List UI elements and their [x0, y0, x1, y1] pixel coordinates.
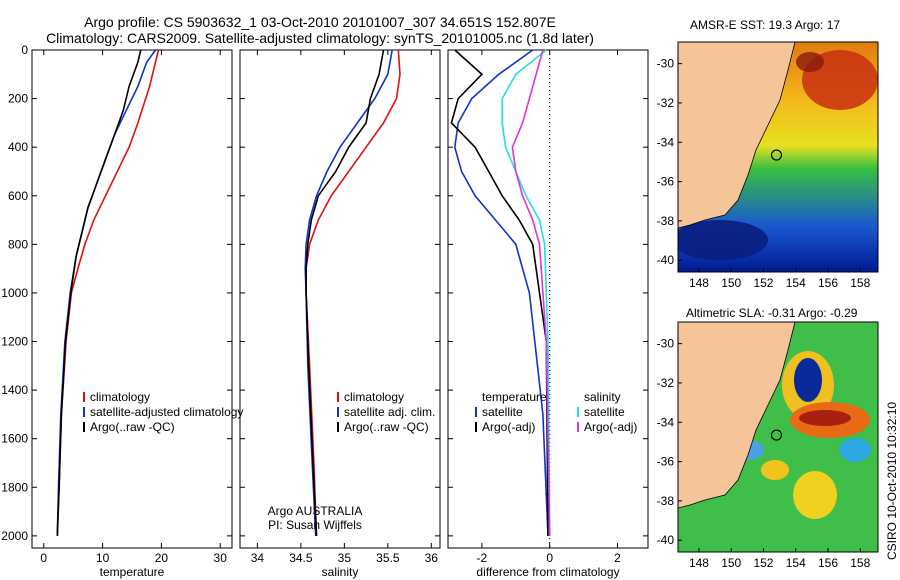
sla_map-xtick-label: 150	[721, 556, 741, 570]
difference-series-blue	[453, 49, 549, 536]
sla-map	[678, 322, 878, 552]
sst-cold-patch	[678, 220, 768, 260]
sla_map-xtick-label: 154	[786, 556, 806, 570]
sst_map-ytick-label: -30	[657, 57, 675, 71]
sla_map-ytick-label: -30	[657, 337, 675, 351]
depth-tick-label: 200	[8, 92, 28, 106]
difference-xtick-label: 2	[614, 551, 621, 565]
depth-tick-label: 2000	[1, 529, 28, 543]
temperature-panel: 0 10 20 30 0 200 400 600 800 1000 1200 1400 1600 1800…	[1, 43, 233, 579]
temperature-legend-label: Argo(..raw -QC)	[90, 420, 175, 434]
temperature-axes-box	[31, 49, 233, 549]
sst_map-xtick-label: 158	[850, 276, 870, 290]
sla_map-ytick-label: -34	[657, 415, 675, 429]
sla_map-ytick-label: -40	[657, 533, 675, 547]
difference-series-black	[450, 49, 549, 536]
depth-tick-label: 1800	[1, 480, 28, 494]
sla_map-ytick-label: -38	[657, 494, 675, 508]
depth-tick-label: 1600	[1, 432, 28, 446]
depth-tick-label: 1400	[1, 383, 28, 397]
diff-sal-legend-label: salinity	[584, 390, 621, 404]
salinity-xtick-label: 34.5	[289, 551, 313, 565]
depth-tick-label: 1000	[1, 286, 28, 300]
sst_map-ytick-label: -36	[657, 175, 675, 189]
sst_map-ytick-label: -32	[657, 96, 675, 110]
sst_map-xtick-label: 156	[818, 276, 838, 290]
argo-credit-line1: Argo AUSTRALIA	[268, 504, 363, 518]
sst_map-xtick-label: 152	[753, 276, 773, 290]
diff-sal-legend-label: Argo(-adj)	[584, 420, 637, 434]
sla-high-core	[799, 410, 851, 426]
temperature-legend-label: satellite-adjusted climatology	[90, 405, 243, 419]
diff-sal-legend-label: satellite	[584, 405, 625, 419]
difference-xlabel: difference from climatology	[476, 565, 619, 579]
depth-tick-label: 0	[21, 43, 28, 57]
sla_map-xtick-label: 152	[753, 556, 773, 570]
argo-credit-line2: PI: Susan Wijffels	[268, 518, 362, 532]
sla-land	[678, 322, 796, 509]
diff-temp-legend-label: Argo(-adj)	[482, 420, 535, 434]
sla_map-xtick-label: 156	[818, 556, 838, 570]
sst-warm-core	[796, 52, 824, 72]
sst_map-float-marker	[770, 149, 783, 161]
sst_map-xtick-label: 148	[689, 276, 709, 290]
difference-series-magenta	[511, 49, 551, 536]
sla_map-ytick-label: -36	[657, 455, 675, 469]
figure-title-line2: Climatology: CARS2009. Satellite-adjuste…	[46, 30, 594, 46]
sla_map-ytick-label: -32	[657, 376, 675, 390]
salinity-xtick-label: 34	[251, 551, 265, 565]
difference-xtick-label: 0	[546, 551, 553, 565]
sst-map-title: AMSR-E SST: 19.3 Argo: 17	[690, 18, 841, 32]
salinity-axes-box	[239, 49, 441, 549]
temperature-xtick-label: 20	[155, 551, 169, 565]
sst_map-ytick-label: -40	[657, 253, 675, 267]
sla-low-core	[794, 358, 822, 402]
salinity-panel: 34 34.5 35 35.5 36 salinity	[239, 49, 441, 579]
temperature-xlabel: temperature	[100, 565, 165, 579]
sst-land	[678, 42, 796, 229]
figure-title-line1: Argo profile: CS 5903632_1 03-Oct-2010 2…	[84, 14, 556, 30]
temperature-xtick-label: 10	[96, 551, 110, 565]
sla-warm-blob-2	[793, 471, 837, 519]
diff-temp-legend-label: satellite	[482, 405, 523, 419]
difference-xtick-label: -2	[477, 551, 488, 565]
depth-tick-label: 1200	[1, 335, 28, 349]
temperature-xtick-label: 30	[214, 551, 228, 565]
sst_map-xtick-label: 154	[786, 276, 806, 290]
temperature-xtick-label: 0	[40, 551, 47, 565]
sst_map-ytick-label: -38	[657, 214, 675, 228]
sla-cool-blob	[839, 438, 871, 462]
salinity-legend-label: climatology	[344, 390, 404, 404]
salinity-xtick-label: 36	[425, 551, 439, 565]
sla-map-title: Altimetric SLA: -0.31 Argo: -0.29	[686, 306, 858, 320]
sla_map-frame	[677, 321, 879, 553]
temperature-series-black	[56, 49, 142, 536]
sst_map-frame	[677, 41, 879, 273]
salinity-legend-label: satellite adj. clim.	[344, 405, 435, 419]
salinity-xtick-label: 35	[338, 551, 352, 565]
depth-tick-label: 400	[8, 140, 28, 154]
sst_map-ytick-label: -34	[657, 135, 675, 149]
sla_map-xtick-label: 148	[689, 556, 709, 570]
sla-warm-blob	[761, 460, 789, 480]
sla_map-xtick-label: 158	[850, 556, 870, 570]
sst-map	[678, 42, 878, 272]
salinity-xlabel: salinity	[322, 565, 359, 579]
diff-temp-legend-label: temperature	[482, 390, 547, 404]
temperature-legend-label: climatology	[90, 390, 150, 404]
salinity-legend-label: Argo(..raw -QC)	[344, 420, 429, 434]
sst_map-xtick-label: 150	[721, 276, 741, 290]
sla_map-float-marker	[770, 429, 783, 441]
salinity-xtick-label: 35.5	[376, 551, 400, 565]
depth-tick-label: 600	[8, 189, 28, 203]
salinity-series-black	[305, 49, 385, 536]
depth-tick-label: 800	[8, 237, 28, 251]
